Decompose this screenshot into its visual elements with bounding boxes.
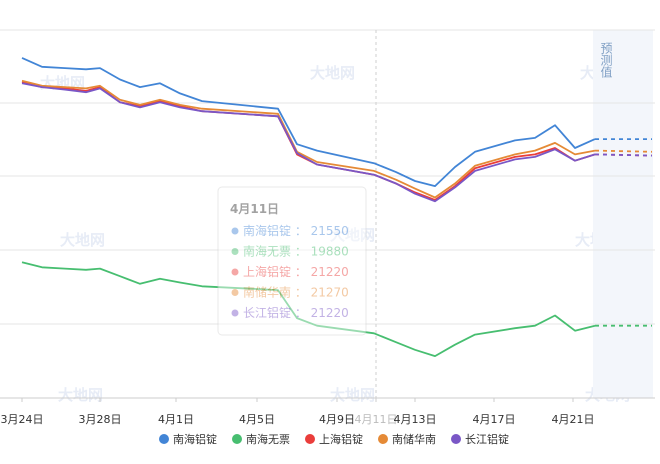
x-tick-label: 4月1日	[158, 413, 194, 426]
x-tick-label: 4月11日	[355, 413, 398, 426]
watermark-text: 大地网	[60, 231, 105, 249]
x-tick-label: 3月28日	[79, 413, 122, 426]
forecast-label: 预测值	[599, 42, 613, 79]
tooltip-background	[217, 186, 367, 336]
tooltip-item: 南储华南 ： 21270	[243, 285, 349, 300]
legend-label: 南海无票	[246, 432, 290, 446]
legend-item[interactable]: 南海无票	[232, 432, 290, 446]
legend-item[interactable]: 南海铝锭	[159, 432, 217, 446]
forecast-region	[593, 30, 653, 398]
x-tick-label: 4月17日	[473, 413, 516, 426]
tooltip-item: 长江铝锭 ： 21220	[243, 305, 349, 320]
series-line-1	[21, 57, 596, 188]
watermark-text: 大地网	[58, 386, 103, 404]
series-layer	[21, 57, 653, 358]
tooltip-swatch	[231, 268, 239, 276]
legend-swatch	[451, 434, 461, 444]
watermark-text: 大地网	[330, 226, 375, 244]
series-line-3	[21, 81, 596, 201]
x-tick-label: 4月5日	[239, 413, 275, 426]
tooltip-item: 上海铝锭 ： 21220	[243, 264, 349, 279]
tooltip-swatch	[231, 248, 239, 255]
legend-swatch	[159, 434, 169, 444]
series-line-2	[21, 261, 596, 358]
legend-label: 南海铝锭	[173, 432, 217, 446]
series-line-5	[21, 82, 596, 203]
legend-label: 上海铝锭	[319, 432, 363, 446]
x-tick-label: 3月24日	[1, 413, 44, 426]
legend-label: 长江铝锭	[465, 432, 509, 446]
legend-item[interactable]: 上海铝锭	[305, 432, 363, 446]
tooltip-item: 南海铝锭 ： 21550	[243, 223, 349, 238]
tooltip-item: 南海无票 ： 19880	[243, 244, 349, 259]
x-tick-label: 4月9日	[319, 413, 355, 426]
legend-swatch	[232, 434, 242, 444]
x-tick-label: 4月13日	[394, 413, 437, 426]
legend-item[interactable]: 南储华南	[378, 432, 436, 446]
legend-swatch	[305, 434, 315, 444]
tooltip-swatch	[231, 227, 239, 235]
legend-swatch	[378, 434, 388, 444]
series-line-4	[21, 79, 596, 199]
series-forecast-4	[594, 149, 653, 153]
tooltip-title: 4月11日	[230, 202, 279, 216]
grid-lines	[0, 29, 655, 325]
legend-item[interactable]: 长江铝锭	[451, 432, 509, 446]
x-tick-label: 4月21日	[552, 413, 595, 426]
watermark-text: 大地网	[330, 386, 375, 404]
tooltip-swatch	[231, 289, 239, 296]
legend[interactable]: 南海铝锭 南海无票 上海铝锭 南储华南 长江铝锭	[159, 432, 509, 446]
series-forecast-5	[594, 153, 653, 157]
watermark-text: 大地网	[310, 64, 355, 82]
tooltip-swatch	[231, 309, 239, 317]
legend-label: 南储华南	[392, 432, 436, 446]
